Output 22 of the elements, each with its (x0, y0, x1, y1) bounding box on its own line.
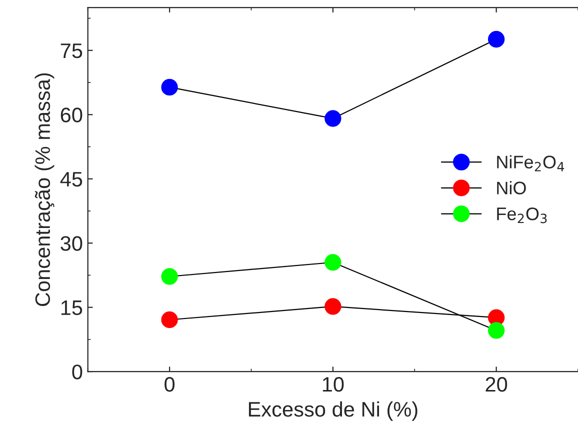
point (161, 311, 178, 328)
y-tick-label: 15 (61, 300, 82, 316)
legend-label: Fe$_{2}$O$_{3}$ (497, 207, 547, 224)
point (488, 322, 505, 339)
point (488, 30, 505, 48)
y-tick-label: 45 (60, 172, 82, 187)
point (324, 298, 342, 315)
point (324, 110, 342, 127)
legend-label: NiO (497, 181, 526, 194)
y-tick-label: 60 (60, 108, 82, 122)
x-tick-label: 10 (322, 376, 344, 392)
x-axis-title: Excesso de Ni (%) (248, 401, 418, 421)
y-tick-label: 30 (60, 236, 82, 251)
x-tick-label: 0 (164, 376, 175, 392)
y-tick-label: 75 (60, 44, 82, 58)
x-tick-label: 20 (486, 376, 508, 392)
point (161, 268, 178, 285)
y-tick-label: 0 (72, 364, 82, 380)
point (324, 254, 342, 271)
y-axis-title: Concentração (% massa) (34, 73, 54, 306)
point (161, 78, 178, 96)
legend-label: NiFe$_{2}$O$_{4}$ (497, 155, 564, 172)
